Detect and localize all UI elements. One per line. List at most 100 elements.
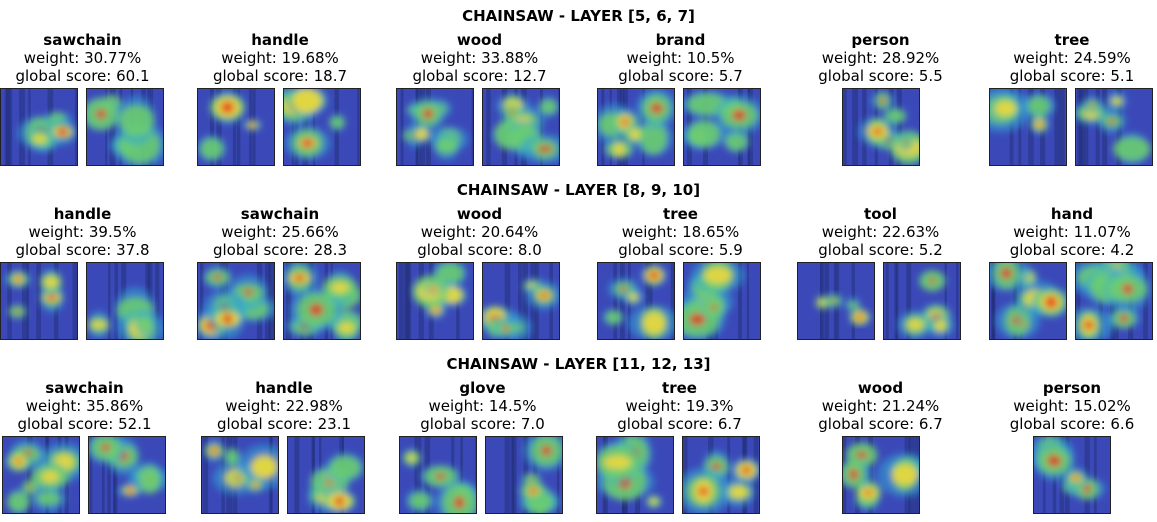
concept-weight: weight: 30.77% — [23, 49, 142, 67]
concept-weight: weight: 21.24% — [821, 397, 940, 415]
concept-global-score: global score: 5.7 — [618, 67, 743, 85]
heatmap-image — [0, 262, 78, 340]
heatmap-image — [287, 436, 365, 514]
concept-global-score: global score: 5.1 — [1009, 67, 1135, 85]
concept-weight: weight: 10.5% — [626, 49, 735, 67]
concept-panel-handle: handle weight: 39.5% global score: 37.8 — [0, 205, 165, 345]
heatmap-image — [596, 436, 674, 514]
concept-panel-wood: wood weight: 20.64% global score: 8.0 — [396, 205, 563, 345]
concept-global-score: global score: 23.1 — [216, 415, 352, 433]
concept-weight: weight: 19.3% — [625, 397, 734, 415]
concept-weight: weight: 14.5% — [428, 397, 537, 415]
heatmap-image — [201, 436, 279, 514]
concept-panel-tree: tree weight: 19.3% global score: 6.7 — [596, 379, 763, 519]
heatmap-image — [482, 262, 560, 340]
concept-name: handle — [53, 205, 112, 223]
concept-name: wood — [857, 379, 904, 397]
concept-name: tree — [663, 205, 698, 223]
concept-global-score: global score: 60.1 — [15, 67, 150, 85]
concept-global-score: global score: 18.7 — [212, 67, 348, 85]
section-title: CHAINSAW - LAYER [5, 6, 7] — [462, 7, 695, 25]
heatmap-image — [883, 262, 961, 340]
heatmap-image — [989, 88, 1067, 166]
concept-weight: weight: 11.07% — [1013, 223, 1131, 241]
heatmap-image — [797, 262, 875, 340]
concept-global-score: global score: 28.3 — [212, 241, 348, 259]
heatmap-image — [0, 88, 78, 166]
concept-panel-hand: hand weight: 11.07% global score: 4.2 — [989, 205, 1155, 345]
concept-global-score: global score: 52.1 — [17, 415, 152, 433]
heatmap-image — [842, 88, 920, 166]
concept-panel-person: person weight: 15.02% global score: 6.6 — [989, 379, 1155, 519]
concept-weight: weight: 22.63% — [821, 223, 940, 241]
concept-name: tool — [864, 205, 897, 223]
concept-name: brand — [655, 31, 706, 49]
concept-name: wood — [456, 205, 503, 223]
heatmap-image — [88, 436, 166, 514]
concept-global-score: global score: 12.7 — [412, 67, 547, 85]
concept-name: wood — [456, 31, 503, 49]
concept-name: hand — [1050, 205, 1094, 223]
concept-panel-sawchain: sawchain weight: 30.77% global score: 60.1 — [0, 31, 165, 171]
concept-weight: weight: 39.5% — [28, 223, 137, 241]
concept-panel-wood: wood weight: 33.88% global score: 12.7 — [396, 31, 563, 171]
concept-global-score: global score: 6.7 — [818, 415, 943, 433]
heatmap-image — [86, 262, 164, 340]
heatmap-image — [396, 88, 474, 166]
heatmap-image — [485, 436, 563, 514]
heatmap-image — [197, 262, 275, 340]
concept-name: person — [1042, 379, 1102, 397]
concept-name: sawchain — [45, 379, 124, 397]
heatmap-image — [396, 262, 474, 340]
heatmap-image — [683, 88, 761, 166]
concept-global-score: global score: 5.5 — [818, 67, 943, 85]
concept-panel-tree: tree weight: 18.65% global score: 5.9 — [597, 205, 764, 345]
concept-global-score: global score: 6.6 — [1009, 415, 1135, 433]
heatmap-image — [1075, 88, 1153, 166]
heatmap-image — [682, 436, 760, 514]
concept-name: glove — [459, 379, 506, 397]
concept-panel-tool: tool weight: 22.63% global score: 5.2 — [797, 205, 964, 345]
heatmap-image — [597, 88, 675, 166]
concept-weight: weight: 35.86% — [25, 397, 144, 415]
concept-panel-tree: tree weight: 24.59% global score: 5.1 — [989, 31, 1155, 171]
heatmap-image — [197, 88, 275, 166]
heatmap-image — [399, 436, 477, 514]
concept-panel-glove: glove weight: 14.5% global score: 7.0 — [399, 379, 566, 519]
concept-global-score: global score: 5.9 — [618, 241, 743, 259]
concept-name: sawchain — [240, 205, 320, 223]
concept-global-score: global score: 37.8 — [15, 241, 150, 259]
concept-name: sawchain — [43, 31, 122, 49]
concept-global-score: global score: 4.2 — [1009, 241, 1135, 259]
heatmap-image — [989, 262, 1067, 340]
concept-weight: weight: 22.98% — [225, 397, 343, 415]
section-title: CHAINSAW - LAYER [8, 9, 10] — [456, 181, 701, 199]
heatmap-image — [283, 88, 361, 166]
concept-panel-brand: brand weight: 10.5% global score: 5.7 — [597, 31, 764, 171]
heatmap-image — [597, 262, 675, 340]
heatmap-image — [1033, 436, 1111, 514]
concept-name: tree — [1054, 31, 1090, 49]
concept-weight: weight: 33.88% — [420, 49, 539, 67]
concept-weight: weight: 28.92% — [821, 49, 940, 67]
concept-name: handle — [255, 379, 313, 397]
section-layer-5-6-7: CHAINSAW - LAYER [5, 6, 7] sawchain weigh… — [0, 0, 1157, 174]
concept-global-score: global score: 7.0 — [420, 415, 545, 433]
concept-name: tree — [662, 379, 697, 397]
heatmap-image — [86, 88, 164, 166]
heatmap-image — [283, 262, 361, 340]
section-layer-8-9-10: CHAINSAW - LAYER [8, 9, 10] handle weight… — [0, 174, 1157, 348]
concept-panel-wood: wood weight: 21.24% global score: 6.7 — [797, 379, 964, 519]
heatmap-image — [683, 262, 761, 340]
concept-weight: weight: 19.68% — [221, 49, 339, 67]
section-layer-11-12-13: CHAINSAW - LAYER [11, 12, 13] sawchain we… — [0, 348, 1157, 522]
concept-global-score: global score: 5.2 — [818, 241, 943, 259]
concept-weight: weight: 15.02% — [1013, 397, 1131, 415]
concept-panel-person: person weight: 28.92% global score: 5.5 — [797, 31, 964, 171]
concept-global-score: global score: 8.0 — [417, 241, 542, 259]
concept-weight: weight: 18.65% — [621, 223, 740, 241]
concept-name: person — [851, 31, 910, 49]
heatmap-image — [2, 436, 80, 514]
concept-weight: weight: 25.66% — [221, 223, 339, 241]
concept-panel-sawchain: sawchain weight: 25.66% global score: 28.3 — [197, 205, 363, 345]
